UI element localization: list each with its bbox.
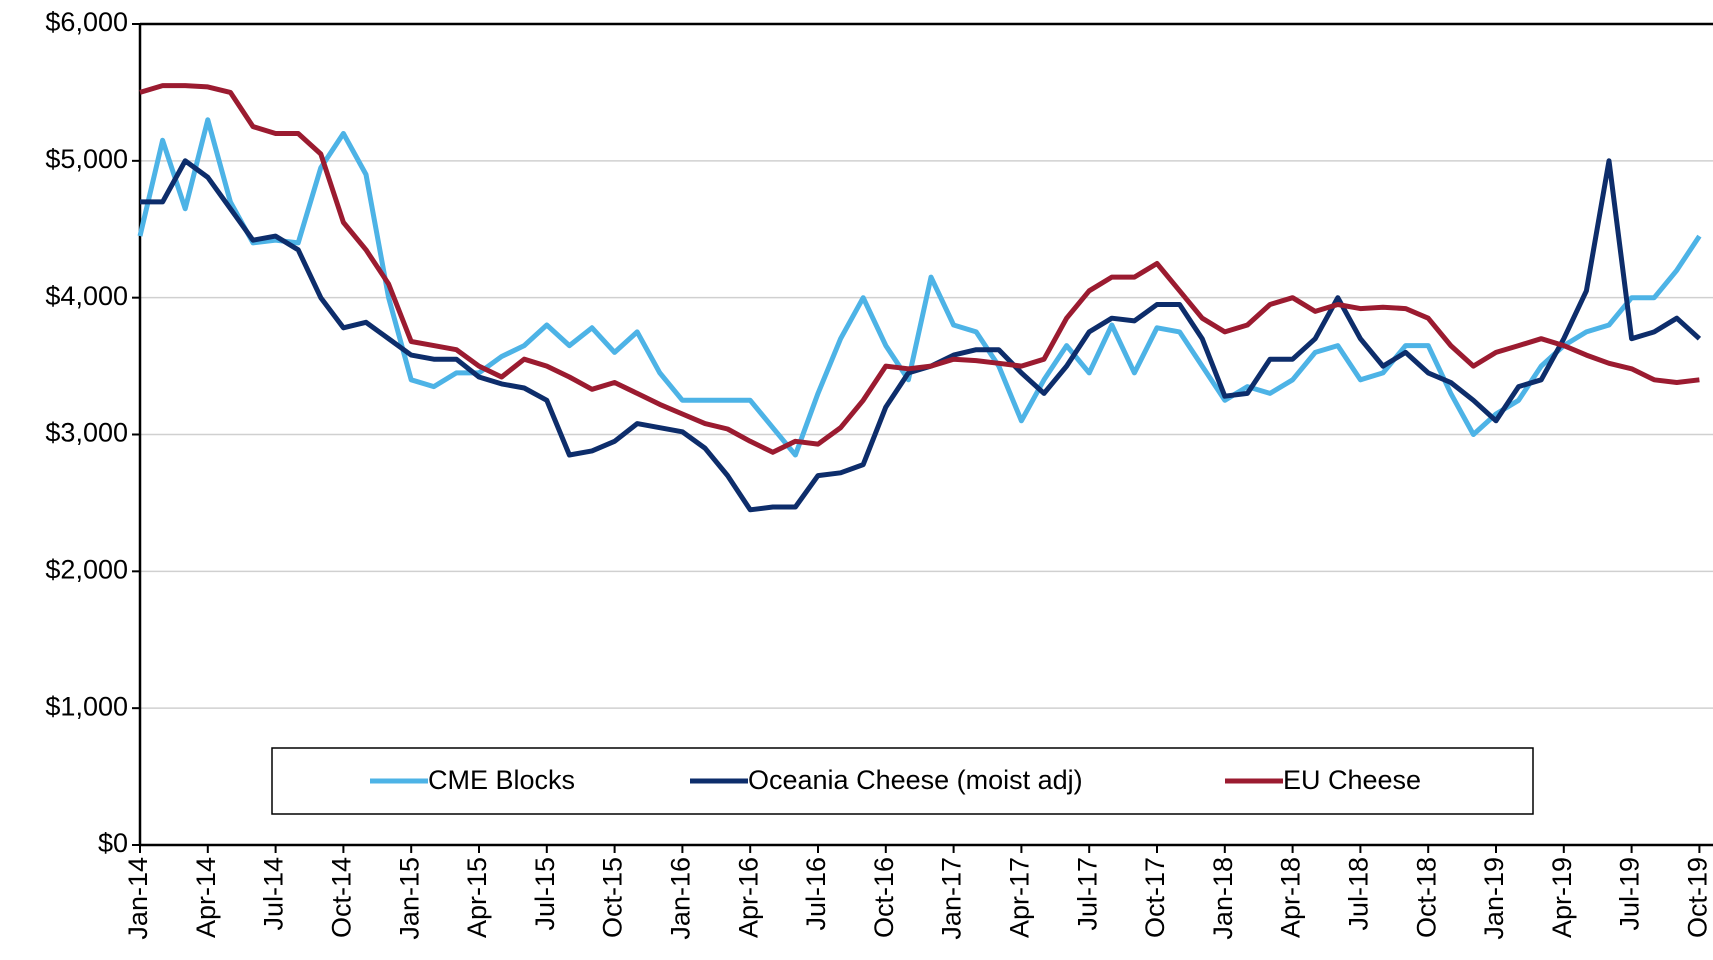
legend-label: Oceania Cheese (moist adj) [748,765,1083,795]
legend-box [271,747,1534,815]
y-tick-label: $4,000 [45,281,128,311]
x-tick-label: Jan-19 [1479,857,1509,940]
x-tick-label: Apr-17 [1005,857,1035,938]
y-tick-label: $2,000 [45,554,128,584]
x-tick-label: Jul-19 [1615,857,1645,931]
series-line [139,83,1700,455]
legend-label: CME Blocks [428,765,575,795]
x-tick-label: Jul-14 [259,857,289,931]
y-tick-label: $6,000 [45,7,128,37]
x-tick-label: Jan-14 [123,857,153,940]
y-tick-label: $0 [98,828,128,858]
x-tick-label: Apr-18 [1276,857,1306,938]
x-tick-label: Oct-14 [327,857,357,938]
y-tick-label: $1,000 [45,691,128,721]
x-tick-label: Apr-15 [462,857,492,938]
x-tick-label: Jan-16 [666,857,696,940]
x-tick-label: Jul-15 [530,857,560,931]
y-tick-label: $3,000 [45,418,128,448]
x-tick-label: Jan-18 [1208,857,1238,940]
x-tick-label: Oct-15 [598,857,628,938]
series-line [137,117,1702,458]
x-tick-label: Jul-16 [801,857,831,931]
x-tick-label: Apr-16 [733,857,763,938]
legend-label: EU Cheese [1283,765,1421,795]
x-tick-label: Oct-17 [1140,857,1170,938]
x-tick-label: Jul-18 [1344,857,1374,931]
x-tick-label: Apr-19 [1547,857,1577,938]
x-tick-label: Oct-16 [869,857,899,938]
x-tick-label: Jul-17 [1072,857,1102,931]
x-tick-label: Apr-14 [191,857,221,938]
y-tick-label: $5,000 [45,144,128,174]
x-tick-label: Oct-19 [1683,857,1713,938]
x-tick-label: Jan-17 [937,857,967,940]
x-tick-label: Jan-15 [394,857,424,940]
x-tick-label: Oct-18 [1411,857,1441,938]
